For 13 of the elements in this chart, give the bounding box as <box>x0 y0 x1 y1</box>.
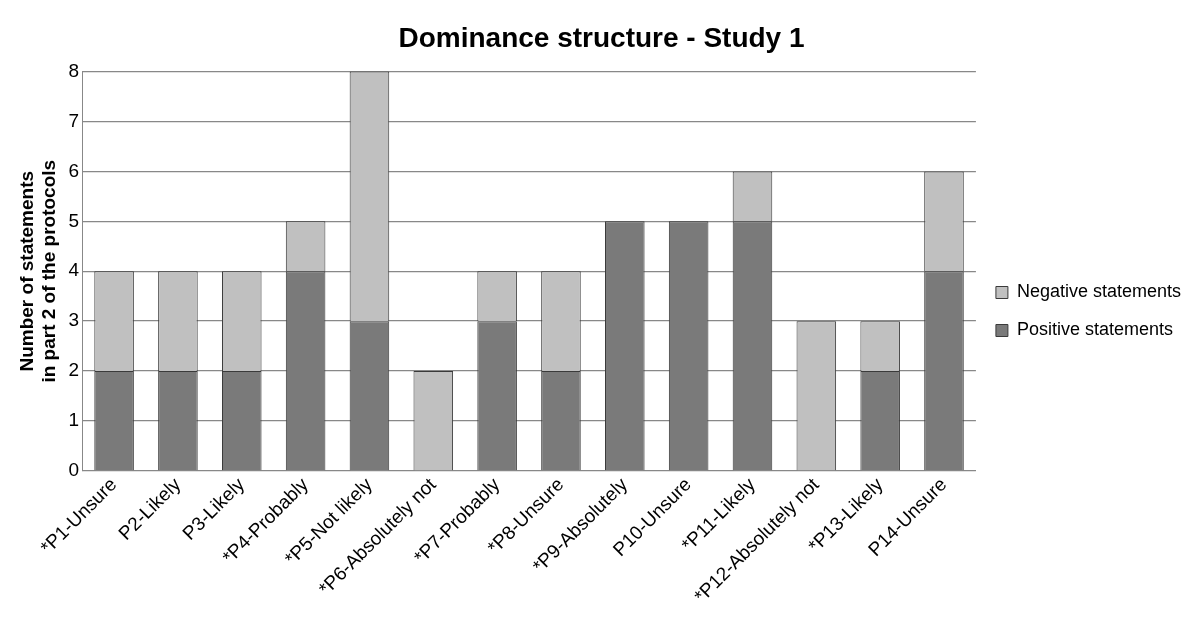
y-tick-label: 8 <box>68 59 80 81</box>
legend-label: Positive statements <box>1016 319 1173 340</box>
y-tick-label: 2 <box>68 359 80 381</box>
y-tick-label: 1 <box>68 409 80 431</box>
y-axis-title: Number of statements in part 2 of the protocols <box>15 159 60 383</box>
y-tick-label: 4 <box>68 259 80 281</box>
chart-title: Dominance structure - Study 1 <box>398 21 805 53</box>
y-tick-label: 3 <box>68 309 80 331</box>
legend-label: Negative statements <box>1016 281 1182 302</box>
y-tick-label: 5 <box>68 209 80 231</box>
y-tick-label: 0 <box>68 459 80 481</box>
y-tick-label: 6 <box>68 159 80 181</box>
y-tick-label: 7 <box>68 109 80 131</box>
